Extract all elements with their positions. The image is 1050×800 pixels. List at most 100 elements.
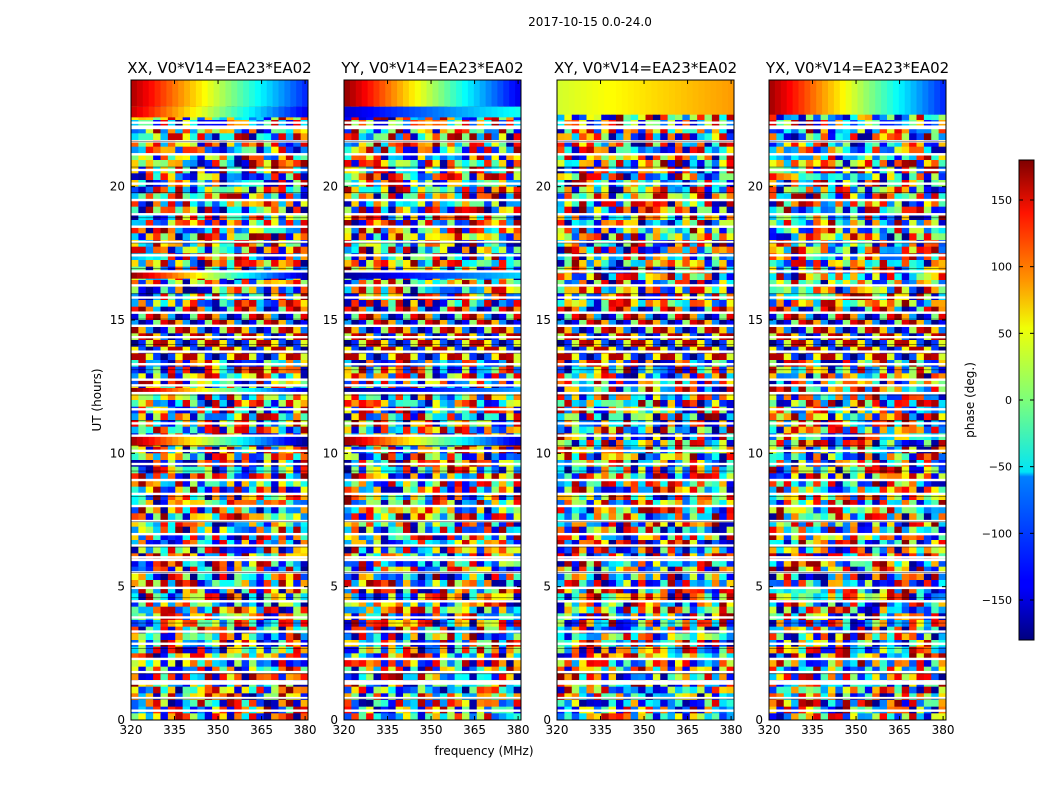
heatmap-cell [476,153,485,161]
heatmap-cell [145,366,154,374]
heatmap-cell [366,686,374,694]
heatmap-cell [234,633,243,641]
heatmap-cell [351,140,360,148]
heatmap-cell [484,580,492,588]
heatmap-cell [138,160,147,168]
heatmap-cell [241,566,250,574]
heatmap-cell [454,153,463,161]
heatmap-cell [285,400,294,408]
heatmap-cell [417,160,426,168]
heatmap-cell [373,213,382,221]
heatmap-cell [271,340,279,348]
heatmap-cell [234,626,243,634]
heatmap-cell [476,253,485,261]
heatmap-cell [439,380,448,388]
heatmap-cell [271,380,279,388]
heatmap-cell [160,633,169,641]
heatmap-cell [462,146,470,154]
heatmap-cell [212,246,220,254]
heatmap-cell [226,140,235,148]
heatmap-cell [234,660,243,668]
heatmap-cell [476,393,485,401]
heatmap-cell [219,206,228,214]
heatmap-cell [498,426,507,434]
heatmap-cell [447,133,456,141]
heatmap-cell [293,513,302,521]
heatmap-cell [454,700,463,708]
heatmap-cell [432,353,441,361]
heatmap-cell [204,306,213,314]
heatmap-cell [366,313,374,321]
heatmap-cell [410,480,419,488]
heatmap-cell [249,513,257,521]
heatmap-cell [219,226,228,234]
heatmap-cell [454,373,463,381]
heatmap-cell [358,540,367,548]
heatmap-cell [484,526,492,534]
heatmap-cell [395,160,404,168]
heatmap-cell [410,126,419,134]
heatmap-cell [175,300,184,308]
heatmap-cell [454,213,463,221]
heatmap-cell [271,260,279,268]
heatmap-cell [380,253,389,261]
heatmap-cell [491,126,500,134]
heatmap-cell [293,506,302,514]
heatmap-cell [285,320,294,328]
heatmap-cell [226,353,235,361]
heatmap-cell [219,126,228,134]
heatmap-cell [197,366,206,374]
heatmap-cell [447,260,456,268]
heatmap-cell [432,646,441,654]
heatmap-cell [417,693,426,701]
heatmap-cell [256,220,265,228]
scan-separator [131,217,308,219]
heatmap-cell [447,633,456,641]
heatmap-cell [513,400,522,408]
heatmap-cell [454,593,463,601]
data-gap [131,198,308,202]
coherent-band-cell [373,388,380,394]
heatmap-cell [506,486,515,494]
scan-separator [131,268,308,269]
heatmap-cell [197,473,206,481]
heatmap-cell [498,400,507,408]
heatmap-cell [351,520,360,528]
heatmap-cell [373,500,382,508]
heatmap-cell [160,133,169,141]
coherent-band-cell [367,106,374,118]
heatmap-cell [300,126,309,134]
heatmap-cell [417,546,426,554]
heatmap-cell [182,286,191,294]
heatmap-cell [403,573,411,581]
heatmap-cell [417,633,426,641]
heatmap-cell [476,700,485,708]
heatmap-cell [344,673,352,681]
heatmap-cell [403,246,411,254]
heatmap-cell [417,580,426,588]
heatmap-cell [476,573,485,581]
heatmap-cell [226,513,235,521]
scan-separator [131,141,308,143]
heatmap-cell [373,600,382,608]
heatmap-cell [439,300,448,308]
heatmap-cell [226,400,235,408]
heatmap-cell [476,466,485,474]
heatmap-cell [380,600,389,608]
heatmap-cell [167,353,176,361]
heatmap-cell [395,693,404,701]
heatmap-cell [403,173,411,181]
heatmap-cell [131,160,139,168]
heatmap-cell [447,500,456,508]
heatmap-cell [425,146,433,154]
heatmap-cell [300,160,309,168]
heatmap-cell [410,373,419,381]
heatmap-cell [204,493,213,501]
heatmap-cell [234,600,243,608]
heatmap-cell [380,686,389,694]
heatmap-cell [278,473,287,481]
heatmap-cell [293,673,302,681]
heatmap-cell [439,133,448,141]
coherent-band-cell [249,270,256,279]
heatmap-cell [476,620,485,628]
